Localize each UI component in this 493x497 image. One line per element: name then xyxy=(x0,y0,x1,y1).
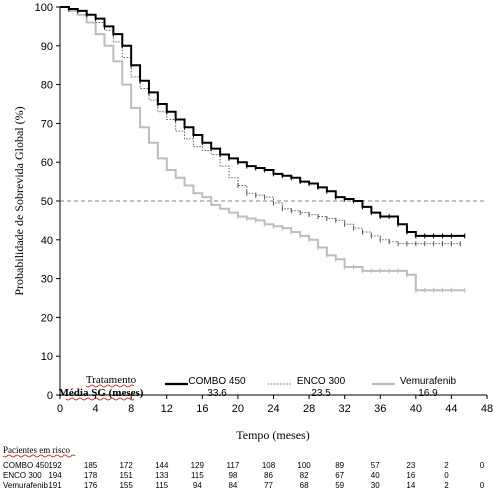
x-tick-label: 24 xyxy=(267,403,279,415)
risk-cell: 144 xyxy=(155,461,169,470)
legend-median-combo: 33.6 xyxy=(207,388,227,399)
spellcheck-underline xyxy=(2,454,76,458)
risk-table-title: Pacientes em risco xyxy=(3,445,70,455)
y-tick-label: 40 xyxy=(41,235,53,247)
x-tick-label: 36 xyxy=(374,403,386,415)
risk-cell: 94 xyxy=(193,481,202,490)
risk-cell: 172 xyxy=(119,461,133,470)
y-axis-title: Probabilidade de Sobrevida Global (%) xyxy=(12,106,26,295)
risk-table: Pacientes em risco COMBO 450 192 185 172 144… xyxy=(2,445,485,490)
survival-curves xyxy=(60,6,466,293)
legend-median-vemurafenib: 16.9 xyxy=(418,388,438,399)
risk-cell: 2 xyxy=(444,481,449,490)
y-tick-label: 20 xyxy=(41,312,53,324)
legend-label-enco: ENCO 300 xyxy=(297,376,346,387)
risk-cell: 59 xyxy=(335,481,344,490)
risk-cell: 108 xyxy=(262,461,276,470)
x-tick-label: 8 xyxy=(128,403,134,415)
legend-median-enco: 23.5 xyxy=(311,388,331,399)
risk-cell: 129 xyxy=(191,461,205,470)
y-tick-label: 90 xyxy=(41,41,53,53)
risk-cell: 178 xyxy=(84,471,98,480)
risk-cell: 30 xyxy=(371,481,380,490)
risk-cell: 100 xyxy=(297,461,311,470)
risk-cell: 0 xyxy=(480,481,485,490)
y-tick-label: 0 xyxy=(47,390,53,402)
x-tick-label: 0 xyxy=(57,403,63,415)
risk-cell: 68 xyxy=(300,481,309,490)
legend-label-combo: COMBO 450 xyxy=(188,376,246,387)
x-tick-label: 32 xyxy=(339,403,351,415)
risk-cell: 117 xyxy=(227,461,240,470)
x-axis-title: Tempo (meses) xyxy=(236,428,309,442)
x-tick-label: 16 xyxy=(196,403,208,415)
risk-cell: 0 xyxy=(480,461,485,470)
risk-cell: 192 xyxy=(48,461,62,470)
risk-cell: 23 xyxy=(406,461,415,470)
risk-cell: 176 xyxy=(84,481,98,490)
risk-cell: 191 xyxy=(48,481,62,490)
legend-label-vemurafenib: Vemurafenib xyxy=(400,376,457,387)
y-tick-label: 70 xyxy=(41,118,53,130)
series-line-vemurafenib xyxy=(60,6,465,292)
risk-row-label: ENCO 300 xyxy=(3,471,42,480)
risk-cell: 84 xyxy=(228,481,237,490)
risk-cell: 67 xyxy=(335,471,344,480)
risk-cell: 133 xyxy=(155,471,169,480)
x-tick-label: 48 xyxy=(481,403,493,415)
risk-rows: COMBO 450 192 185 172 144 129 117 108 100 89 57 23 2… xyxy=(3,461,485,490)
risk-cell: 151 xyxy=(119,471,133,480)
legend-header-median: Média SG (meses) xyxy=(59,387,144,399)
risk-cell: 0 xyxy=(444,471,449,480)
y-tick-label: 60 xyxy=(41,157,53,169)
spellcheck-underline xyxy=(65,397,135,401)
risk-cell: 115 xyxy=(155,481,168,490)
x-tick-label: 28 xyxy=(303,403,315,415)
legend: Tratamento Média SG (meses) COMBO 450 33… xyxy=(59,374,457,401)
x-tick-label: 12 xyxy=(161,403,173,415)
risk-cell: 77 xyxy=(264,481,273,490)
y-tick-label: 30 xyxy=(41,274,53,286)
risk-cell: 194 xyxy=(48,471,62,480)
risk-cell: 89 xyxy=(335,461,344,470)
risk-cell: 14 xyxy=(406,481,415,490)
y-tick-label: 10 xyxy=(41,351,53,363)
risk-row-label: Vemurafenib xyxy=(3,481,48,490)
risk-cell: 98 xyxy=(228,471,237,480)
y-tick-label: 80 xyxy=(41,80,53,92)
spellcheck-underline xyxy=(85,384,135,388)
risk-cell: 185 xyxy=(84,461,98,470)
risk-cell: 155 xyxy=(119,481,133,490)
risk-row-label: COMBO 450 xyxy=(3,461,49,470)
x-tick-label: 20 xyxy=(232,403,244,415)
risk-cell: 86 xyxy=(264,471,273,480)
series-line-enco-300 xyxy=(60,6,461,245)
y-ticks: 0 10 20 30 40 50 60 70 80 90 100 xyxy=(35,2,60,402)
risk-cell: 16 xyxy=(406,471,415,480)
risk-cell: 115 xyxy=(191,471,204,480)
x-tick-label: 44 xyxy=(445,403,457,415)
y-tick-label: 50 xyxy=(41,196,53,208)
x-tick-label: 40 xyxy=(410,403,422,415)
y-tick-label: 100 xyxy=(35,2,53,14)
risk-cell: 57 xyxy=(371,461,380,470)
x-tick-label: 4 xyxy=(93,403,99,415)
x-ticks: 0 4 8 12 16 20 24 28 32 36 40 44 48 xyxy=(57,395,493,415)
risk-cell: 82 xyxy=(300,471,309,480)
risk-cell: 40 xyxy=(371,471,380,480)
series-line-combo-450 xyxy=(60,6,465,237)
risk-cell: 2 xyxy=(444,461,449,470)
legend-header-treatment: Tratamento xyxy=(86,374,137,386)
